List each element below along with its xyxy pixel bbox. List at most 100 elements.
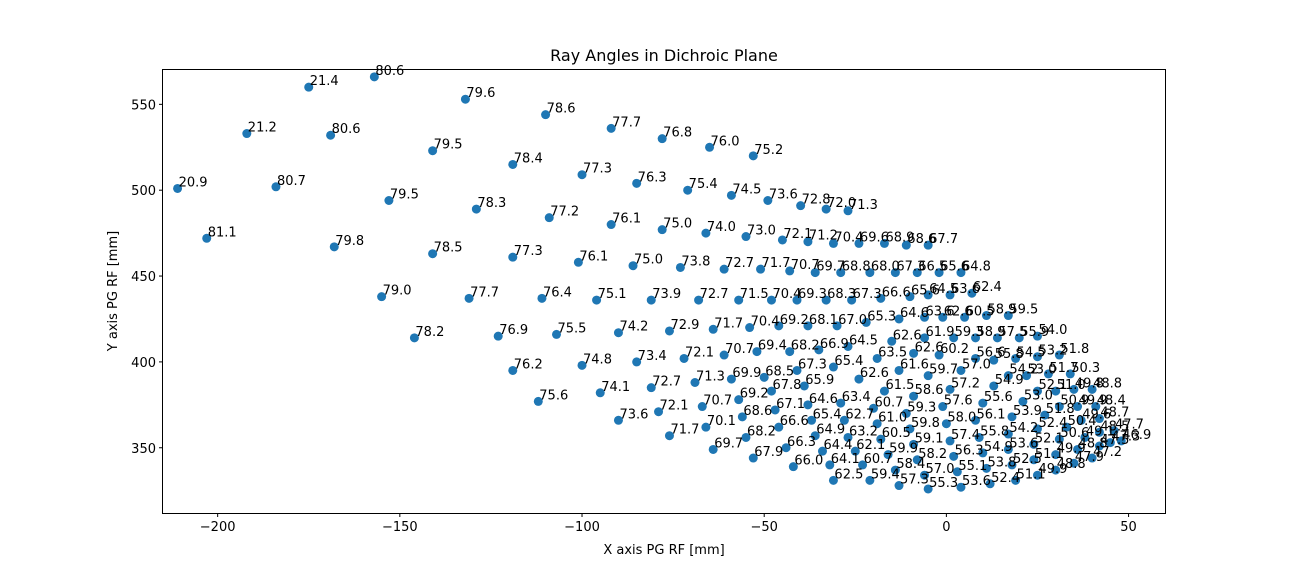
data-label: 53.6 <box>1009 436 1038 451</box>
data-point <box>1094 414 1104 424</box>
data-label: 65.4 <box>813 407 842 422</box>
data-point <box>1080 432 1090 442</box>
data-label: 68.6 <box>907 232 936 247</box>
data-label: 58.9 <box>987 303 1016 318</box>
data-point <box>304 82 314 92</box>
data-label: 72.1 <box>685 345 714 360</box>
data-label: 73.4 <box>638 349 667 364</box>
data-point <box>329 242 339 252</box>
data-label: 20.9 <box>179 175 208 190</box>
data-label: 68.2 <box>791 339 820 354</box>
y-tick-label: 450 <box>131 270 156 285</box>
data-label: 21.4 <box>310 74 339 89</box>
data-label: 77.2 <box>550 205 579 220</box>
data-point <box>810 431 820 441</box>
data-point <box>544 213 554 223</box>
data-label: 59.5 <box>1009 303 1038 318</box>
y-axis-label: Y axis PG RF [mm] <box>106 231 121 352</box>
data-label: 55.8 <box>995 347 1024 362</box>
data-label: 73.9 <box>652 287 681 302</box>
data-point <box>701 422 711 432</box>
data-point <box>989 381 999 391</box>
data-label: 58.0 <box>947 411 976 426</box>
data-point <box>814 345 824 355</box>
data-point <box>1029 439 1039 449</box>
data-point <box>726 374 736 384</box>
data-point <box>628 261 638 271</box>
data-point <box>799 381 809 391</box>
data-point <box>949 451 959 461</box>
data-point <box>577 170 587 180</box>
data-point <box>1069 384 1079 394</box>
data-point <box>1062 422 1072 432</box>
data-point <box>843 341 853 351</box>
data-label: 66.5 <box>918 260 947 275</box>
data-point <box>825 460 835 470</box>
data-point <box>734 295 744 305</box>
data-point <box>1073 444 1083 454</box>
data-point <box>1011 475 1021 485</box>
data-label: 57.2 <box>951 376 980 391</box>
data-label: 55.9 <box>1020 325 1049 340</box>
data-label: 21.2 <box>248 121 277 136</box>
data-point <box>428 146 438 156</box>
data-label: 72.0 <box>827 196 856 211</box>
data-point <box>1011 353 1021 363</box>
data-label: 78.4 <box>514 151 543 166</box>
data-label: 50.3 <box>1071 361 1100 376</box>
data-label: 76.4 <box>543 285 572 300</box>
data-point <box>956 268 966 278</box>
data-point <box>971 415 981 425</box>
data-label: 75.5 <box>558 321 587 336</box>
data-label: 78.3 <box>477 196 506 211</box>
data-label: 49.6 <box>1082 407 1111 422</box>
data-label: 63.6 <box>926 304 955 319</box>
data-point <box>1032 331 1042 341</box>
data-point <box>781 443 791 453</box>
data-point <box>796 201 806 211</box>
data-point <box>1051 450 1061 460</box>
data-point <box>876 434 886 444</box>
data-label: 59.9 <box>889 442 918 457</box>
data-point <box>508 252 518 262</box>
data-label: 59.3 <box>907 400 936 415</box>
data-label: 61.9 <box>926 325 955 340</box>
data-label: 68.1 <box>809 313 838 328</box>
data-point <box>923 484 933 494</box>
axes-frame <box>162 69 1166 514</box>
data-label: 58.2 <box>918 447 947 462</box>
data-point <box>861 317 871 327</box>
data-label: 72.9 <box>670 318 699 333</box>
data-label: 80.7 <box>277 174 306 189</box>
y-tick-label: 500 <box>131 184 156 199</box>
data-label: 53.6 <box>962 474 991 489</box>
data-point <box>1094 441 1104 451</box>
data-point <box>1032 470 1042 480</box>
data-point <box>606 220 616 230</box>
data-label: 62.6 <box>915 340 944 355</box>
data-label: 54.9 <box>984 440 1013 455</box>
data-point <box>901 240 911 250</box>
data-label: 67.1 <box>776 397 805 412</box>
data-point <box>173 183 183 193</box>
data-point <box>894 365 904 375</box>
data-point <box>533 396 543 406</box>
x-tick-label: 50 <box>1120 520 1137 535</box>
data-point <box>981 311 991 321</box>
data-point <box>807 415 817 425</box>
data-label: 48.8 <box>1057 457 1086 472</box>
data-point <box>989 355 999 365</box>
data-point <box>552 329 562 339</box>
data-label: 71.7 <box>762 256 791 271</box>
data-point <box>803 321 813 331</box>
data-label: 73.6 <box>619 407 648 422</box>
data-point <box>869 403 879 413</box>
data-point <box>934 350 944 360</box>
data-label: 47.9 <box>1075 450 1104 465</box>
data-label: 76.8 <box>663 126 692 141</box>
data-point <box>828 362 838 372</box>
data-label: 76.2 <box>514 357 543 372</box>
data-point <box>752 347 762 357</box>
data-label: 80.6 <box>332 122 361 137</box>
data-label: 74.0 <box>707 220 736 235</box>
